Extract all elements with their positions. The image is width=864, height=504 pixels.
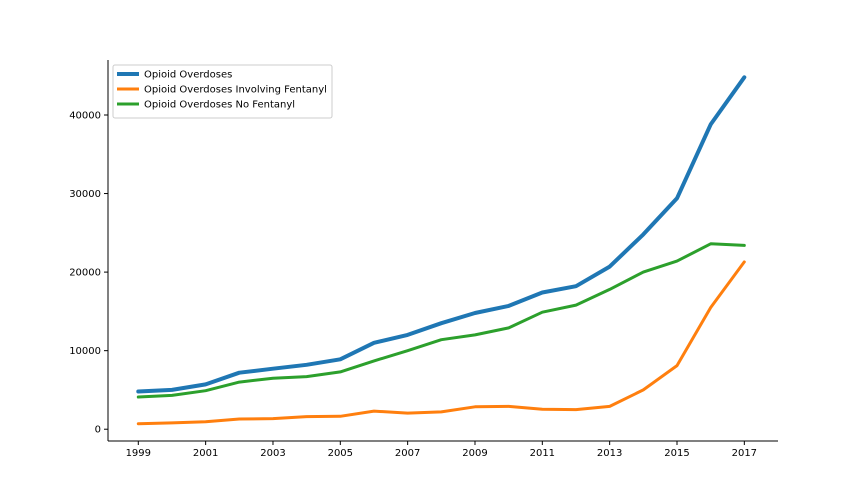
x-tick-label: 2013 (597, 448, 622, 459)
y-ticks: 0 10000 20000 30000 40000 (69, 110, 108, 436)
legend: Opioid Overdoses Opioid Overdoses Involvi… (112, 64, 333, 119)
x-tick-label: 2015 (664, 448, 689, 459)
series-line-opioid-overdoses-no-fentanyl (136, 242, 746, 399)
y-tick-label: 30000 (69, 189, 101, 200)
legend-entry-label: Opioid Overdoses Involving Fentanyl (144, 85, 327, 96)
x-tick-label: 2009 (462, 448, 487, 459)
legend-entry-label: Opioid Overdoses (144, 70, 232, 81)
x-tick-label: 2003 (260, 448, 285, 459)
series-line-opioid-overdoses (136, 75, 747, 394)
y-tick-label: 10000 (69, 346, 101, 357)
x-tick-label: 1999 (126, 448, 151, 459)
x-tick-label: 2005 (328, 448, 353, 459)
axes (107, 60, 778, 442)
legend-box (112, 64, 333, 119)
x-tick-label: 2001 (193, 448, 218, 459)
x-tick-label: 2011 (530, 448, 555, 459)
y-tick-label: 20000 (69, 268, 101, 279)
y-tick-label: 0 (95, 425, 101, 436)
x-tick-label: 2017 (732, 448, 757, 459)
legend-entry-label: Opioid Overdoses No Fentanyl (144, 100, 295, 111)
series-layer (136, 75, 747, 426)
x-tick-label: 2007 (395, 448, 420, 459)
series-line-opioid-overdoses-involving-fentanyl (136, 260, 746, 426)
x-ticks: 1999 2001 2003 2005 2007 2009 2011 2013 2015 2017 (126, 441, 757, 459)
y-tick-label: 40000 (69, 110, 101, 121)
